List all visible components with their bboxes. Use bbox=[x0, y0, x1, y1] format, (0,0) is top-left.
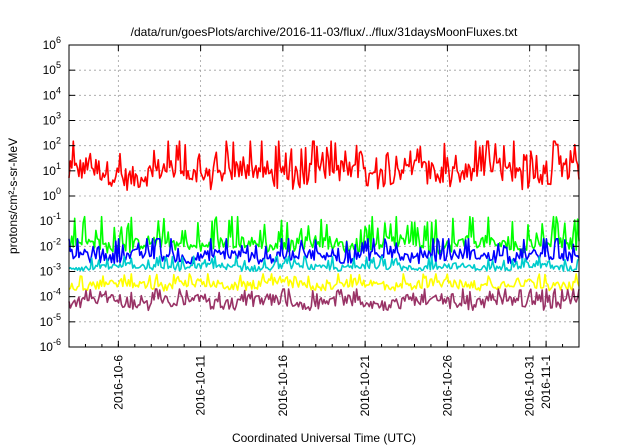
x-tick-label: 2016-10-11 bbox=[194, 355, 208, 416]
y-tick-base: 10 bbox=[40, 214, 54, 228]
series-line-2 bbox=[68, 215, 580, 255]
y-tick-exponent: 3 bbox=[56, 111, 61, 121]
x-tick-label: 2016-10-6 bbox=[111, 355, 125, 410]
y-tick-label: 10-4 bbox=[40, 287, 61, 304]
y-tick-label: 10-3 bbox=[40, 262, 61, 279]
x-tick-label: 2016-10-21 bbox=[358, 355, 372, 417]
y-tick-label: 10-6 bbox=[40, 337, 61, 354]
y-tick-base: 10 bbox=[43, 164, 57, 178]
y-tick-base: 10 bbox=[40, 340, 54, 354]
y-tick-exponent: -5 bbox=[53, 312, 61, 322]
y-tick-base: 10 bbox=[43, 189, 57, 203]
y-tick-label: 105 bbox=[43, 60, 61, 77]
y-tick-label: 104 bbox=[43, 85, 61, 102]
y-tick-base: 10 bbox=[43, 88, 57, 102]
y-tick-base: 10 bbox=[40, 290, 54, 304]
series-line-4 bbox=[68, 255, 580, 273]
y-tick-base: 10 bbox=[40, 265, 54, 279]
y-tick-exponent: 6 bbox=[56, 35, 61, 45]
x-tick-label: 2016-10-16 bbox=[276, 355, 290, 417]
y-tick-label: 10-2 bbox=[40, 236, 61, 253]
y-tick-exponent: -6 bbox=[53, 337, 61, 347]
y-axis: 10-610-510-410-310-210-11001011021031041… bbox=[40, 35, 579, 354]
y-tick-exponent: 0 bbox=[56, 186, 61, 196]
y-tick-label: 10-1 bbox=[40, 211, 61, 228]
x-axis: 2016-10-6 2016-10-11 2016-10-16 2016-10-21 2… bbox=[68, 45, 580, 417]
y-tick-base: 10 bbox=[43, 63, 57, 77]
series-layer bbox=[68, 140, 580, 312]
y-tick-exponent: 1 bbox=[56, 161, 61, 171]
y-tick-exponent: 4 bbox=[56, 85, 61, 95]
y-tick-base: 10 bbox=[43, 38, 57, 52]
y-tick-exponent: 2 bbox=[56, 136, 61, 146]
series-line-3 bbox=[68, 238, 580, 265]
y-tick-base: 10 bbox=[43, 114, 57, 128]
y-tick-exponent: -1 bbox=[53, 211, 61, 221]
y-tick-label: 101 bbox=[43, 161, 61, 178]
x-tick-label: 2016-10-26 bbox=[440, 355, 454, 417]
y-tick-base: 10 bbox=[40, 239, 54, 253]
y-tick-label: 106 bbox=[43, 35, 61, 52]
y-axis-label: protons/cm²-s-sr-MeV bbox=[6, 138, 20, 254]
y-tick-exponent: -3 bbox=[53, 262, 61, 272]
series-line-5 bbox=[68, 273, 580, 292]
y-tick-label: 10-5 bbox=[40, 312, 61, 329]
y-tick-exponent: -4 bbox=[53, 287, 61, 297]
y-tick-base: 10 bbox=[40, 315, 54, 329]
y-tick-label: 100 bbox=[43, 186, 61, 203]
y-tick-label: 102 bbox=[43, 136, 61, 153]
x-tick-label: 2016-10-31 bbox=[523, 355, 537, 417]
y-tick-label: 103 bbox=[43, 111, 61, 128]
x-tick-label: 2016-11-1 bbox=[539, 355, 553, 409]
y-tick-exponent: 5 bbox=[56, 60, 61, 70]
y-tick-base: 10 bbox=[43, 139, 57, 153]
series-line-6 bbox=[68, 288, 580, 312]
y-tick-exponent: -2 bbox=[53, 236, 61, 246]
series-line-1 bbox=[68, 140, 580, 191]
x-axis-label: Coordinated Universal Time (UTC) bbox=[232, 431, 416, 445]
grid bbox=[69, 45, 579, 347]
chart-title: /data/run/goesPlots/archive/2016-11-03/f… bbox=[131, 25, 518, 39]
